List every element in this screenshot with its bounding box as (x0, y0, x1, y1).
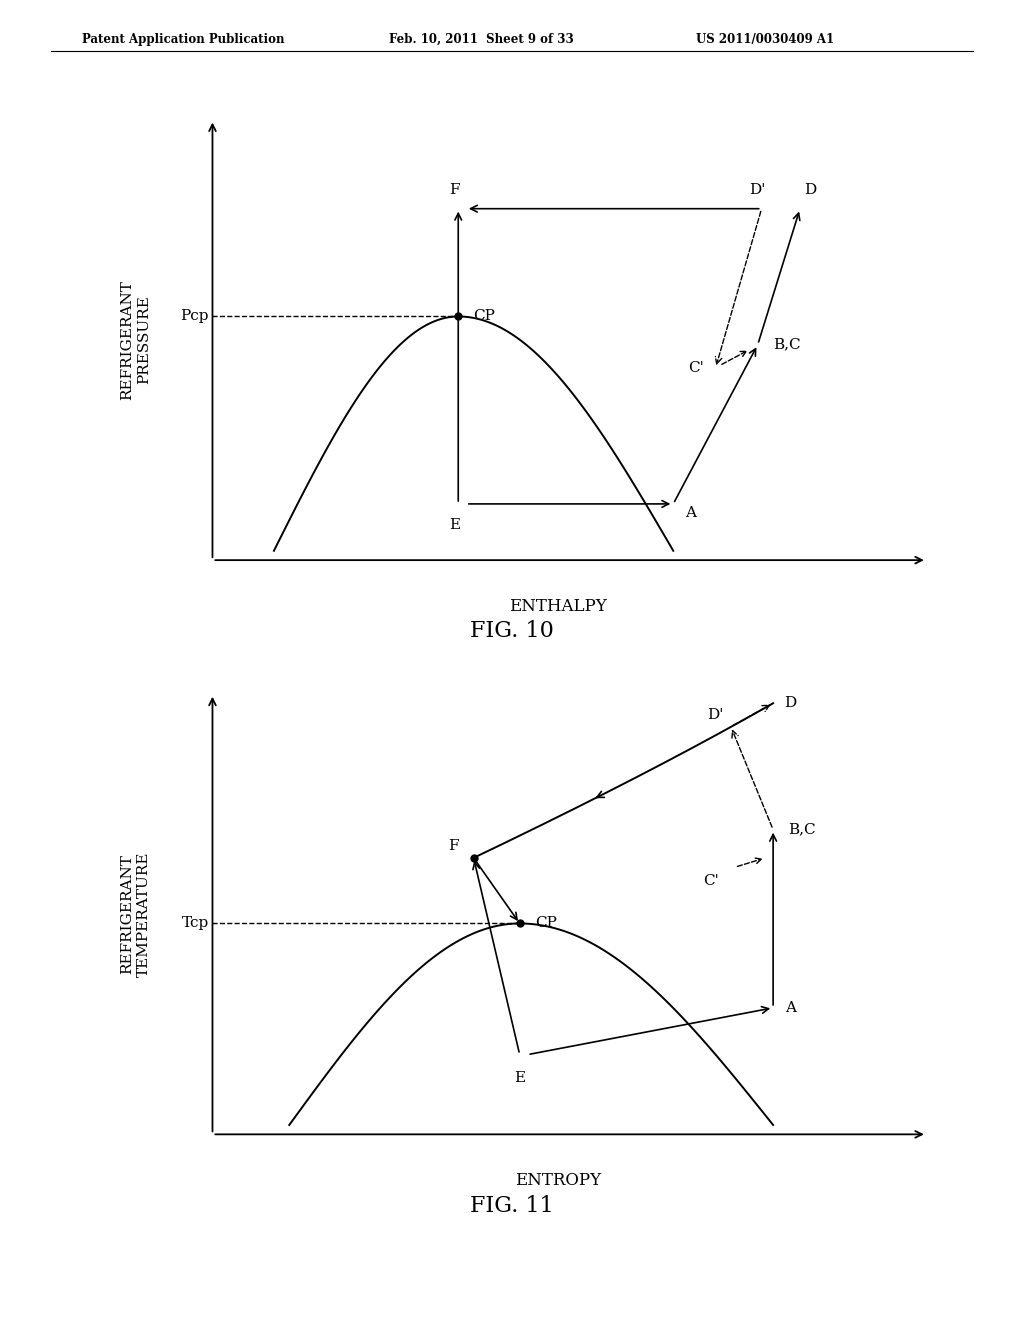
Text: D': D' (707, 708, 723, 722)
Text: ENTROPY: ENTROPY (515, 1172, 601, 1189)
Text: E: E (514, 1071, 525, 1085)
Text: FIG. 10: FIG. 10 (470, 620, 554, 643)
Text: D: D (784, 696, 797, 710)
Text: REFRIGERANT
PRESSURE: REFRIGERANT PRESSURE (121, 280, 151, 400)
Text: D: D (804, 183, 816, 197)
Text: Patent Application Publication: Patent Application Publication (82, 33, 285, 46)
Text: F: F (450, 183, 460, 197)
Text: Pcp: Pcp (180, 309, 209, 323)
Text: E: E (449, 517, 460, 532)
Text: D': D' (750, 183, 766, 197)
Text: CP: CP (536, 916, 557, 931)
Text: ENTHALPY: ENTHALPY (509, 598, 607, 615)
Text: B,C: B,C (788, 822, 816, 837)
Text: A: A (784, 1001, 796, 1015)
Text: REFRIGERANT
TEMPERATURE: REFRIGERANT TEMPERATURE (121, 851, 151, 977)
Text: A: A (685, 507, 695, 520)
Text: Feb. 10, 2011  Sheet 9 of 33: Feb. 10, 2011 Sheet 9 of 33 (389, 33, 573, 46)
Text: C': C' (688, 360, 705, 375)
Text: Tcp: Tcp (181, 916, 209, 931)
Text: CP: CP (474, 309, 496, 323)
Text: C': C' (703, 874, 720, 888)
Text: FIG. 11: FIG. 11 (470, 1195, 554, 1217)
Text: B,C: B,C (773, 338, 801, 351)
Text: US 2011/0030409 A1: US 2011/0030409 A1 (696, 33, 835, 46)
Text: F: F (447, 840, 459, 853)
